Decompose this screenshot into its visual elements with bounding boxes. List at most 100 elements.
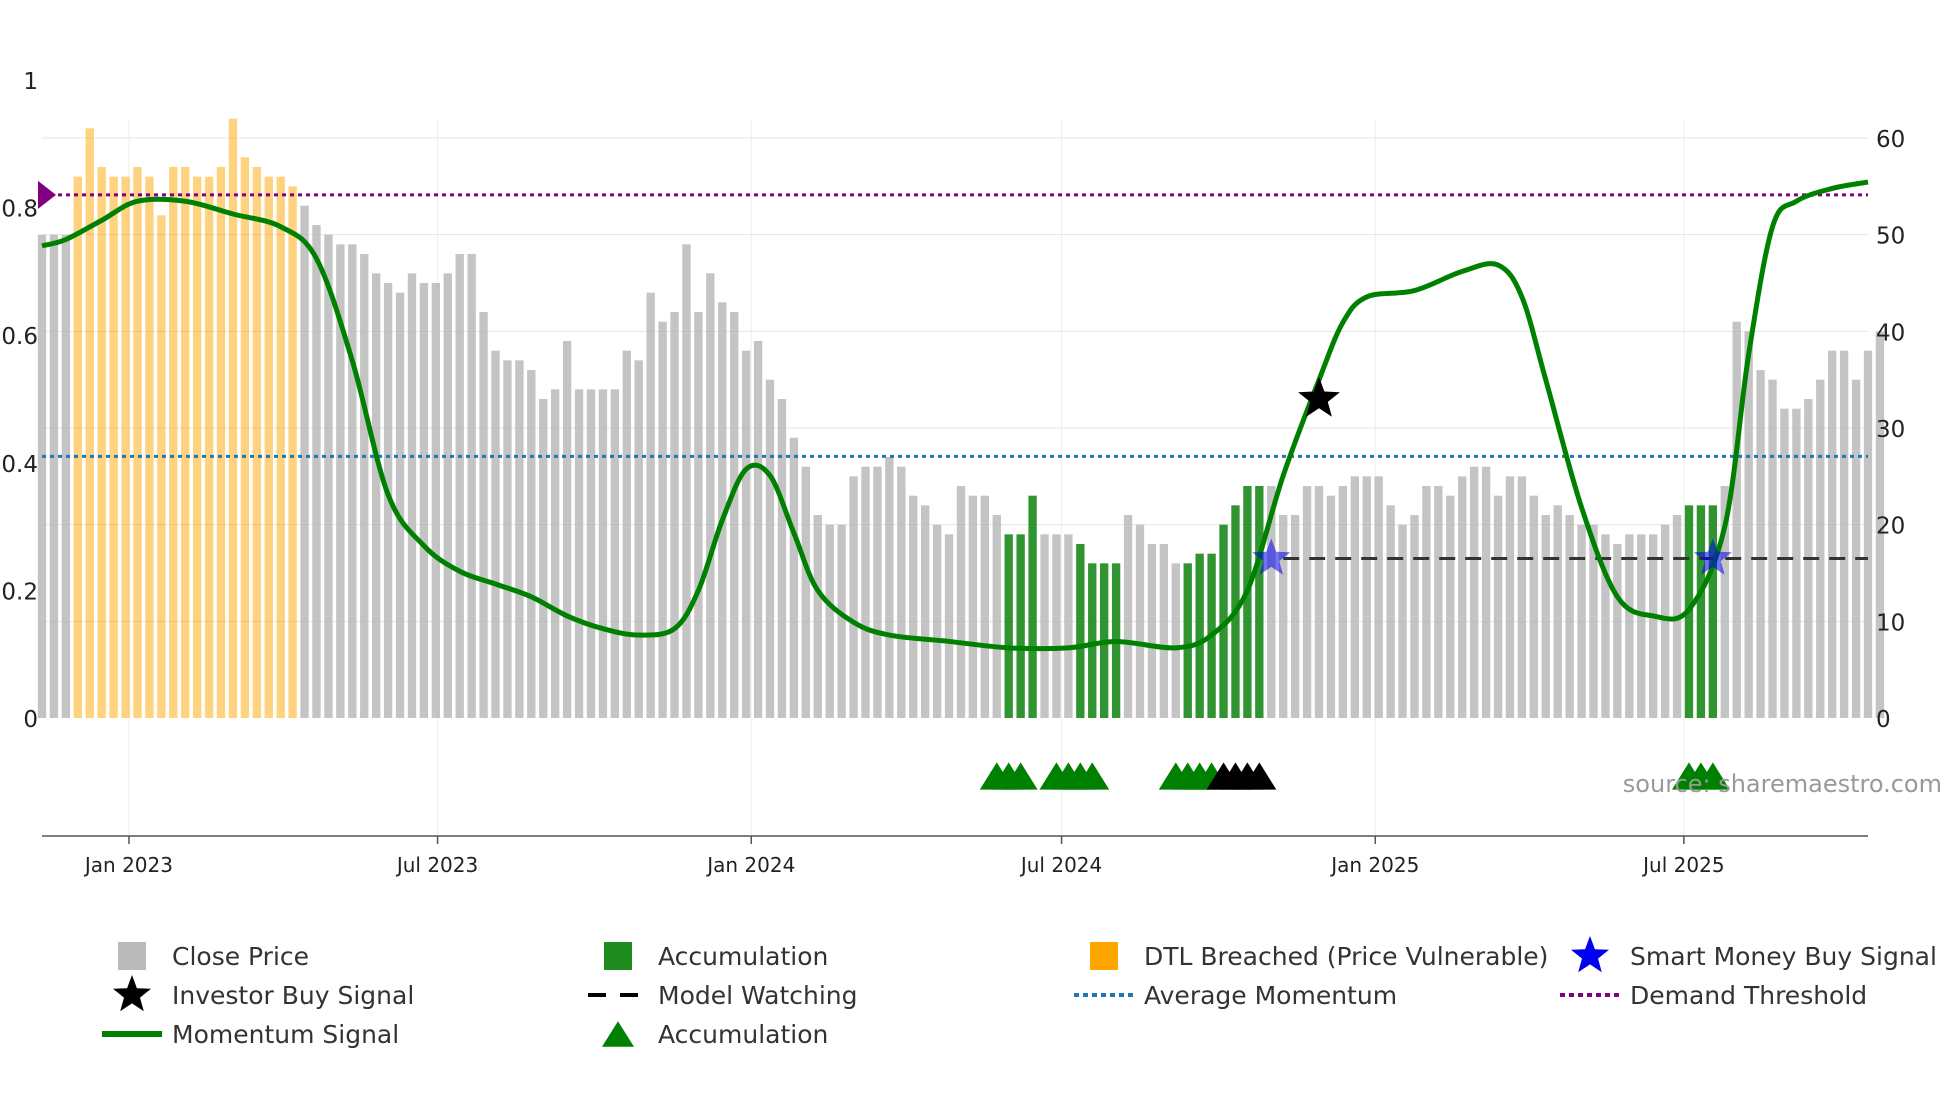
close-price-bar [539, 399, 548, 718]
close-price-bar [1314, 486, 1324, 718]
close-price-bar [407, 273, 417, 718]
close-price-bar [204, 176, 214, 718]
legend-swatch-square [1090, 942, 1118, 970]
close-price-bar [813, 515, 822, 718]
close-price-bar [873, 466, 882, 718]
close-price-bar [1768, 379, 1777, 718]
close-price-bar [586, 389, 596, 718]
close-price-bar [1410, 515, 1419, 718]
close-price-bar [610, 389, 620, 718]
accumulation-triangle [1242, 762, 1277, 790]
accumulation-triangle [1695, 762, 1730, 790]
close-price-bar [801, 466, 810, 718]
close-price-bar [562, 341, 572, 718]
left-tick-label: 0.6 [1, 324, 38, 350]
close-price-bar [909, 495, 918, 718]
close-price-bar [1446, 495, 1455, 718]
close-price-bar [312, 225, 321, 718]
legend-item: Accumulation [604, 942, 828, 971]
close-price-bar [1386, 505, 1395, 718]
close-price-bar [121, 176, 130, 718]
close-price-bar [1458, 476, 1467, 718]
close-price-bar [730, 312, 739, 718]
close-price-bar [49, 234, 59, 718]
close-price-bar [1756, 370, 1765, 718]
close-price-bar [419, 283, 429, 718]
close-price-bar [360, 254, 369, 718]
close-price-bar [1028, 495, 1037, 718]
close-price-bar [718, 302, 727, 718]
close-price-bar [694, 312, 703, 718]
legend-item: Model Watching [588, 981, 858, 1010]
close-price-bar [1565, 515, 1574, 718]
close-price-bar [288, 186, 297, 719]
legend-label: Momentum Signal [172, 1020, 399, 1049]
close-price-bar [1637, 534, 1646, 718]
legend-label: Smart Money Buy Signal [1630, 942, 1937, 971]
legend-item: Investor Buy Signal [113, 975, 414, 1012]
close-price-bar [240, 157, 250, 719]
right-tick-label: 0 [1876, 707, 1891, 733]
accumulation-triangle [1003, 762, 1038, 790]
close-price-bar [1183, 563, 1192, 718]
left-tick-label: 0 [23, 707, 38, 733]
close-price-bar [527, 370, 536, 718]
legend-item: Smart Money Buy Signal [1571, 936, 1937, 973]
close-price-bar [1577, 524, 1586, 718]
close-price-bar [1135, 524, 1145, 718]
close-price-bar [1589, 524, 1598, 718]
close-price-bar [920, 505, 930, 718]
right-tick-label: 60 [1876, 127, 1905, 153]
x-tick-label: Jul 2023 [395, 853, 478, 877]
close-price-bar [682, 244, 691, 719]
close-price-bar [300, 205, 309, 718]
legend-label: Accumulation [658, 1020, 828, 1049]
close-price-bar [395, 292, 405, 718]
close-price-bar [85, 128, 94, 719]
close-price-bar [1828, 350, 1837, 718]
close-price-bar [1696, 505, 1706, 718]
close-price-bar [443, 273, 452, 718]
close-price-bar [192, 176, 202, 718]
legend-label: DTL Breached (Price Vulnerable) [1144, 942, 1548, 971]
close-price-bar [228, 118, 238, 718]
close-price-bar [789, 437, 799, 718]
close-price-bar [1816, 379, 1825, 718]
close-price-bar [765, 379, 775, 718]
close-price-bar [503, 360, 512, 718]
left-tick-label: 0.8 [1, 197, 38, 223]
legend-swatch-square [604, 942, 632, 970]
close-price-bar [1279, 515, 1288, 718]
x-tick-label: Jul 2024 [1019, 853, 1102, 877]
close-price-bar [1493, 495, 1503, 718]
close-price-bar [467, 254, 476, 718]
close-price-bar [1529, 495, 1539, 718]
close-price-bar [1040, 534, 1049, 718]
close-price-bar [1338, 486, 1348, 718]
momentum-signal-line [41, 179, 1869, 652]
x-tick-label: Jan 2025 [1329, 853, 1419, 877]
close-price-bar [1613, 544, 1622, 718]
right-tick-label: 50 [1876, 224, 1905, 250]
close-price-bar [371, 273, 381, 718]
close-price-bar [1052, 534, 1061, 718]
legend-item: DTL Breached (Price Vulnerable) [1090, 942, 1548, 971]
close-price-bar [252, 167, 262, 718]
close-price-bar [1839, 350, 1849, 718]
close-price-bar [1780, 408, 1789, 718]
axes: Jan 2023 Jul 2023 Jan 2024 Jul 2024 Jan 2025… [1, 69, 1905, 877]
close-price-bar [1553, 505, 1562, 718]
close-price-bar [598, 389, 608, 718]
signal-markers [979, 377, 1732, 790]
close-price-bar [1350, 476, 1359, 718]
demand-threshold-marker [38, 180, 56, 209]
close-price-bar [1362, 476, 1371, 718]
close-price-bar [1434, 486, 1443, 718]
close-price-bar [1326, 495, 1336, 718]
close-price-bar [1016, 534, 1025, 718]
close-price-bar [133, 167, 142, 718]
close-price-bar [491, 350, 500, 718]
close-price-bar [1625, 534, 1634, 718]
close-price-bar [1302, 486, 1312, 718]
